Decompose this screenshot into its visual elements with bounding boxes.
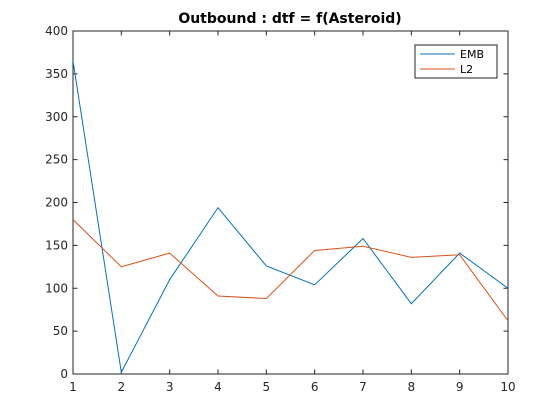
x-tick-label: 2 — [118, 380, 126, 394]
series-line-emb — [73, 60, 508, 374]
x-tick-label: 9 — [456, 380, 464, 394]
x-tick-label: 10 — [500, 380, 515, 394]
y-tick-label: 300 — [45, 110, 68, 124]
y-tick-label: 100 — [45, 281, 68, 295]
y-tick-label: 200 — [45, 196, 68, 210]
legend-label-l2: L2 — [460, 63, 473, 76]
legend-label-emb: EMB — [460, 48, 484, 61]
y-tick-label: 400 — [45, 24, 68, 38]
x-tick-label: 6 — [311, 380, 319, 394]
x-tick-label: 8 — [408, 380, 416, 394]
x-tick-label: 7 — [359, 380, 367, 394]
y-tick-label: 50 — [53, 324, 68, 338]
chart-title: Outbound : dtf = f(Asteroid) — [178, 11, 401, 27]
legend-box — [414, 44, 498, 79]
x-tick-label: 3 — [166, 380, 174, 394]
legend: EMB L2 — [414, 44, 498, 79]
y-tick-label: 350 — [45, 67, 68, 81]
y-tick-label: 250 — [45, 153, 68, 167]
series-line-l2 — [73, 219, 508, 322]
x-tick-label: 1 — [69, 380, 77, 394]
y-tick-label: 150 — [45, 238, 68, 252]
y-tick-label: 0 — [60, 367, 68, 381]
x-tick-label: 4 — [214, 380, 222, 394]
x-tick-label: 5 — [263, 380, 271, 394]
